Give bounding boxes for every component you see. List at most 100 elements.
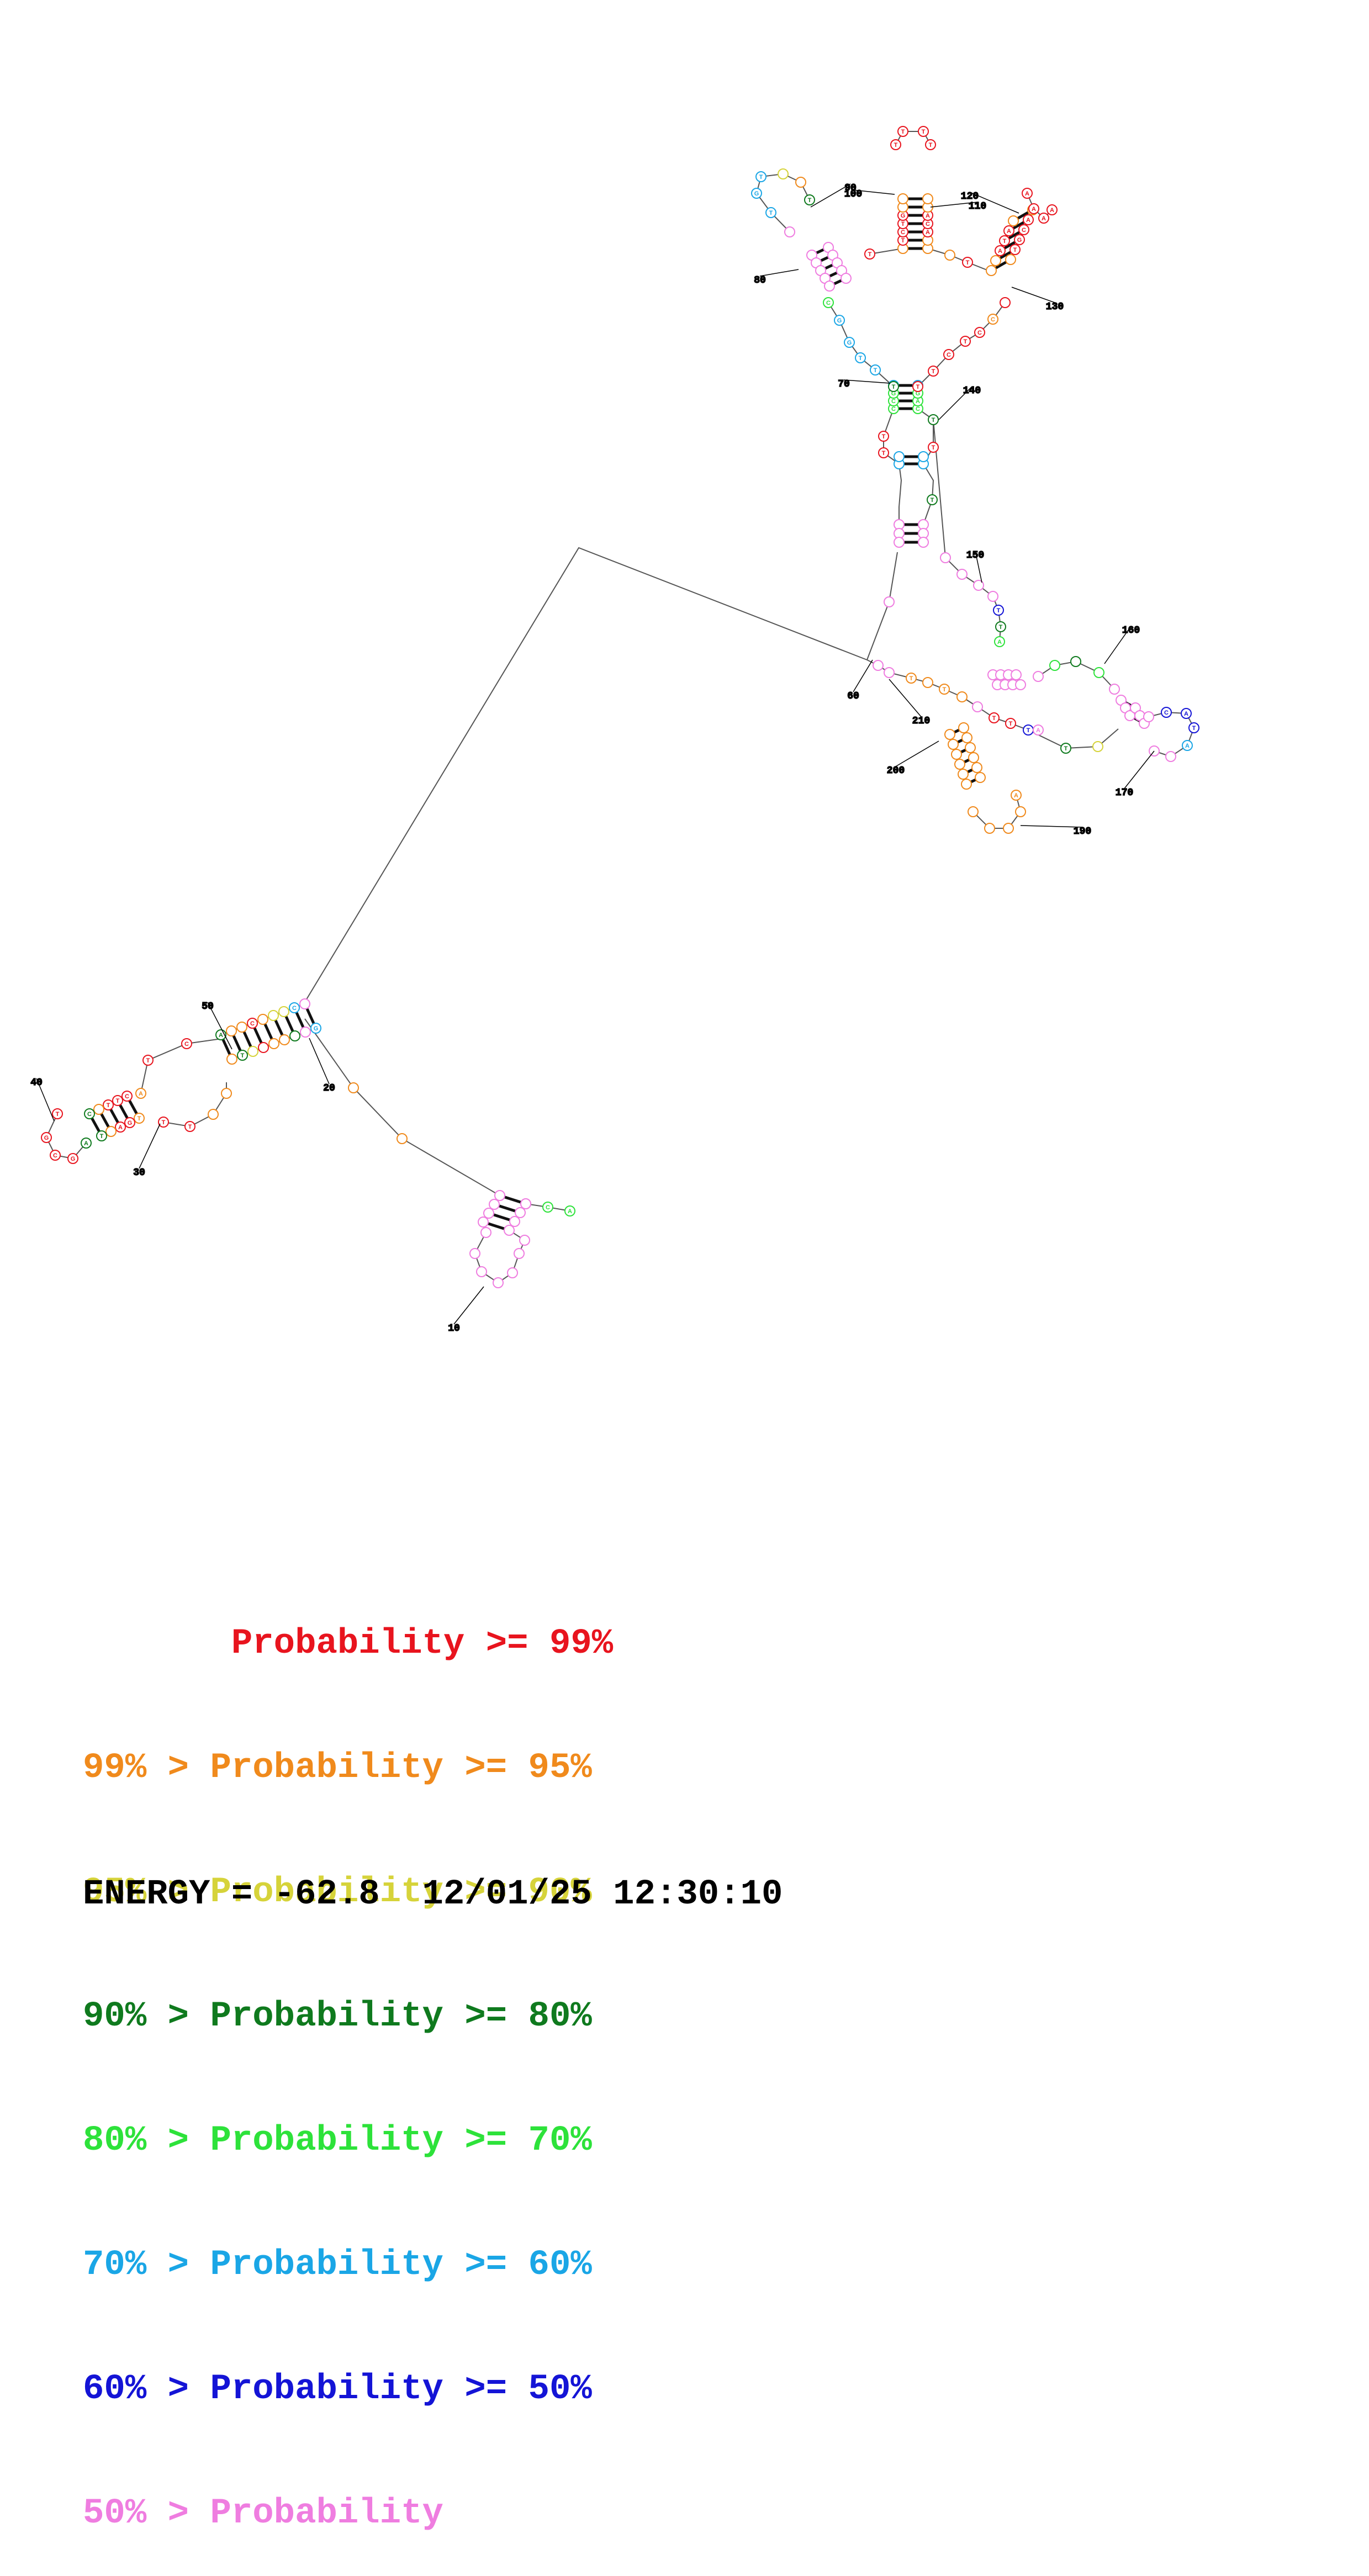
nucleotide [279,1034,290,1045]
nucleotide: T [52,1108,63,1119]
nucleotide: C [987,314,998,325]
nucleotide [105,1126,117,1137]
position-label-leader [1020,825,1083,828]
svg-text:A: A [1042,215,1046,222]
nucleotide: T [918,126,929,137]
svg-text:C: C [292,1005,297,1012]
position-label-leader [1124,750,1155,789]
top-central-hairpin-loop [895,131,931,145]
nucleotide: T [870,364,881,375]
position-labels: 7080901001101201301501401601701902002106… [30,182,1155,1335]
nucleotide [1165,751,1176,762]
left-internal-loop-top [140,1038,222,1094]
svg-text:T: T [892,384,896,390]
svg-text:A: A [1025,191,1029,197]
nucleotide [1049,660,1060,671]
nucleotide [226,1025,237,1036]
nucleotide [348,1082,359,1093]
nucleotide: T [906,673,917,684]
position-label-leader [938,386,972,420]
nucleotide: G [67,1153,78,1164]
nucleotide: G [41,1132,52,1143]
nucleotide [968,806,979,817]
nucleotide: T [1009,244,1021,255]
nucleotide [300,1027,311,1038]
top-right-hairpin-loop [1027,193,1053,219]
svg-text:T: T [859,355,863,362]
svg-text:T: T [1192,725,1196,732]
nucleotide [897,193,908,204]
nucleotide [894,451,905,462]
nucleotide: T [989,712,1000,723]
position-label: 60 [847,691,859,702]
nucleotide: T [939,684,950,695]
nucleotide: C [121,1091,133,1102]
position-label-leader [759,269,799,277]
nucleotide [247,1046,258,1057]
svg-text:G: G [44,1135,49,1141]
nucleotide [956,691,968,702]
nucleotide [1000,297,1011,308]
right-middle-loop-bottom [1065,728,1119,749]
nucleotide [986,265,997,276]
central-left-strand [898,463,902,525]
position-label-leader [36,1078,55,1122]
nucleotide [476,1266,487,1277]
svg-text:C: C [250,1020,255,1027]
svg-text:T: T [997,607,1001,614]
nucleotide: T [888,381,899,392]
nucleotide: T [1005,718,1016,729]
nucleotide [520,1198,531,1209]
svg-text:T: T [138,1115,141,1122]
central-right-strand [923,463,934,525]
nucleotide [884,667,895,678]
nucleotide [972,701,983,712]
nucleotide: T [995,621,1006,632]
nucleotide [944,729,955,740]
nucleotide [954,759,965,770]
nucleotide [469,1248,480,1259]
nucleotide: T [1060,743,1071,754]
nucleotide [951,749,962,760]
nucleotide: A [1011,790,1022,801]
svg-text:T: T [882,433,886,440]
nucleotide [961,779,972,790]
nucleotides: CACCAGTCTATTCTTCTGATTGCGATTTTTTTCCGACAGT… [41,126,1199,1288]
nucleotide [1011,669,1022,680]
nucleotide [221,1088,232,1099]
position-label: 80 [754,275,766,286]
nucleotide: C [888,403,899,414]
svg-text:A: A [997,639,1002,646]
svg-text:G: G [71,1156,76,1162]
energy-date: 12/01/25 [422,1875,592,1914]
nucleotide: A [1182,740,1193,751]
nucleotide [922,193,933,204]
nucleotide: T [103,1099,114,1110]
nucleotide [519,1235,530,1246]
svg-text:T: T [999,624,1003,631]
nucleotide [795,177,806,188]
position-label: 30 [133,1167,145,1178]
svg-text:C: C [926,221,930,228]
nucleotide [948,739,959,750]
position-label-leader [139,1123,161,1169]
svg-text:A: A [1185,743,1190,749]
nucleotide [973,580,984,591]
svg-text:T: T [894,142,898,149]
nucleotide [968,752,979,763]
svg-text:A: A [1032,206,1036,213]
nucleotide: T [878,447,889,458]
nucleotide [918,451,929,462]
svg-text:A: A [219,1032,223,1039]
nucleotide [987,591,998,602]
nucleotide: C [542,1202,553,1213]
nucleotide: A [1181,708,1192,719]
nucleotide: A [1023,214,1034,225]
nucleotide: T [755,171,767,182]
position-label-leader [889,679,922,717]
nucleotide: A [1033,724,1044,736]
nucleotide [1093,667,1104,678]
svg-text:C: C [991,316,995,323]
nucleotide: T [912,381,923,392]
nucleotide [1033,671,1044,682]
